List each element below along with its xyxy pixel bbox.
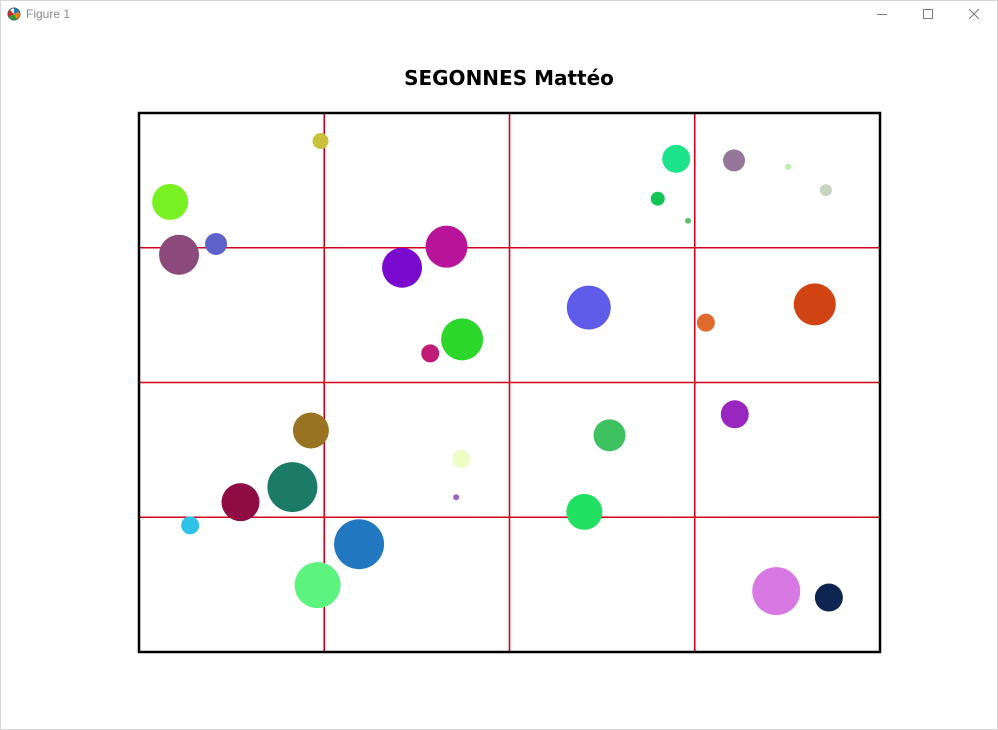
data-point-16 xyxy=(696,313,715,332)
data-point-17 xyxy=(793,283,836,326)
data-point-28 xyxy=(720,400,749,429)
matplotlib-icon xyxy=(7,7,21,21)
data-point-27 xyxy=(566,493,603,530)
data-point-13 xyxy=(785,163,792,170)
data-point-21 xyxy=(181,516,200,535)
data-point-12 xyxy=(685,217,692,224)
data-point-26 xyxy=(593,419,626,452)
data-point-25 xyxy=(453,494,460,501)
data-point-11 xyxy=(650,191,665,206)
data-point-1 xyxy=(312,133,329,150)
data-point-5 xyxy=(382,247,423,288)
chart-title: SEGONNES Mattéo xyxy=(404,66,614,90)
data-point-7 xyxy=(441,318,484,361)
data-point-14 xyxy=(819,184,832,197)
data-point-8 xyxy=(421,344,440,363)
data-point-3 xyxy=(159,234,200,275)
data-point-18 xyxy=(292,412,329,449)
window-controls xyxy=(859,1,997,27)
grid-lines xyxy=(139,113,880,652)
data-point-23 xyxy=(294,562,341,609)
data-points xyxy=(152,133,843,616)
data-point-29 xyxy=(752,567,801,616)
data-point-9 xyxy=(662,144,691,173)
data-point-6 xyxy=(425,225,468,268)
title-bar[interactable]: Figure 1 xyxy=(1,1,997,27)
window-title: Figure 1 xyxy=(26,7,71,21)
data-point-19 xyxy=(267,462,318,513)
plot-frame xyxy=(137,111,882,654)
data-point-10 xyxy=(723,149,746,172)
scatter-chart: SEGONNES Mattéo xyxy=(137,66,882,654)
data-point-20 xyxy=(221,483,260,522)
close-icon[interactable] xyxy=(951,1,997,27)
data-point-30 xyxy=(814,583,843,612)
maximize-icon[interactable] xyxy=(905,1,951,27)
minimize-icon[interactable] xyxy=(859,1,905,27)
data-point-15 xyxy=(566,285,611,330)
data-point-4 xyxy=(205,232,228,255)
data-point-2 xyxy=(152,183,189,220)
figure-canvas: SEGONNES Mattéo xyxy=(1,27,997,729)
data-point-22 xyxy=(334,519,385,570)
data-point-24 xyxy=(452,450,471,469)
